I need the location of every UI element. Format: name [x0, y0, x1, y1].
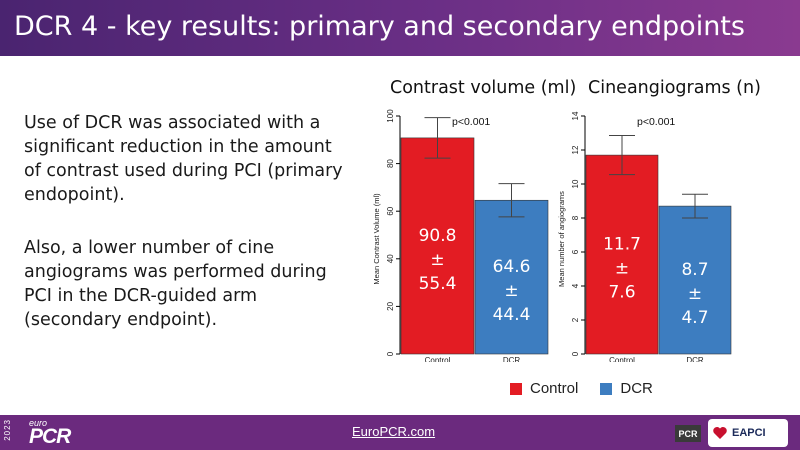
y-tick-label: 0 [386, 351, 395, 356]
bar-data-label: 4.7 [681, 308, 708, 328]
y-tick-label: 8 [571, 215, 580, 220]
year-label: 2023 [3, 419, 12, 441]
bar-data-label: 64.6 [493, 257, 531, 277]
chart-title-contrast: Contrast volume (ml) [390, 78, 577, 98]
bar-data-label: ± [615, 259, 629, 279]
p-value-annotation: p<0.001 [452, 116, 490, 128]
y-tick-label: 60 [386, 206, 395, 215]
y-tick-label: 0 [571, 351, 580, 356]
bar-data-label: ± [430, 250, 444, 270]
p-value-annotation: p<0.001 [637, 116, 675, 128]
slide-title: DCR 4 - key results: primary and seconda… [14, 11, 745, 42]
y-tick-label: 4 [571, 283, 580, 288]
bar-data-label: 44.4 [493, 305, 531, 325]
category-label: DCR [686, 356, 704, 362]
paragraph-primary-endpoint: Use of DCR was associated with a signifi… [24, 113, 343, 205]
pcr-logo: PCR [675, 425, 701, 442]
bar-dcr [658, 205, 732, 355]
y-tick-label: 10 [571, 179, 580, 188]
legend: Control DCR [510, 380, 667, 397]
y-tick-label: 100 [386, 109, 395, 123]
y-axis-label: Mean Contrast Volume (ml) [372, 193, 381, 285]
europcr-link[interactable]: EuroPCR.com [352, 424, 436, 439]
y-tick-label: 2 [571, 317, 580, 322]
bar-data-label: 8.7 [681, 260, 708, 280]
y-tick-label: 6 [571, 249, 580, 254]
bar-dcr [474, 199, 549, 355]
legend-label-control: Control [530, 380, 579, 397]
chart-title-cineangiograms: Cineangiograms (n) [588, 78, 761, 98]
y-tick-label: 12 [571, 145, 580, 154]
brand-euro-text: euro [29, 418, 48, 428]
y-axis-label: Mean number of angiograms [557, 191, 566, 287]
bar-control [400, 137, 475, 355]
category-label: Control [609, 356, 635, 362]
legend-swatch-dcr [600, 382, 613, 395]
heart-icon [713, 427, 727, 439]
bar-data-label: ± [688, 284, 702, 304]
bar-data-label: 11.7 [603, 235, 641, 255]
category-label: DCR [503, 356, 521, 362]
eapci-text: EAPCI [732, 427, 766, 439]
y-tick-label: 80 [386, 159, 395, 168]
bar-data-label: 55.4 [419, 274, 457, 294]
eapci-logo: EAPCI [708, 419, 788, 447]
bar-data-label: ± [504, 281, 518, 301]
y-tick-label: 40 [386, 254, 395, 263]
paragraph-secondary-endpoint: Also, a lower number of cine angiograms … [24, 238, 327, 330]
category-label: Control [425, 356, 451, 362]
footer-bar: 2023 euro PCR EuroPCR.com [0, 415, 800, 450]
brand-pcr-logo: PCR [29, 425, 71, 448]
legend-label-dcr: DCR [620, 380, 653, 397]
bar-data-label: 90.8 [419, 226, 457, 246]
bar-control [585, 154, 659, 355]
bar-data-label: 7.6 [608, 283, 635, 303]
legend-swatch-control [510, 382, 522, 395]
y-tick-label: 20 [386, 301, 395, 310]
title-bar: DCR 4 - key results: primary and seconda… [0, 0, 800, 56]
y-tick-label: 14 [571, 111, 580, 120]
